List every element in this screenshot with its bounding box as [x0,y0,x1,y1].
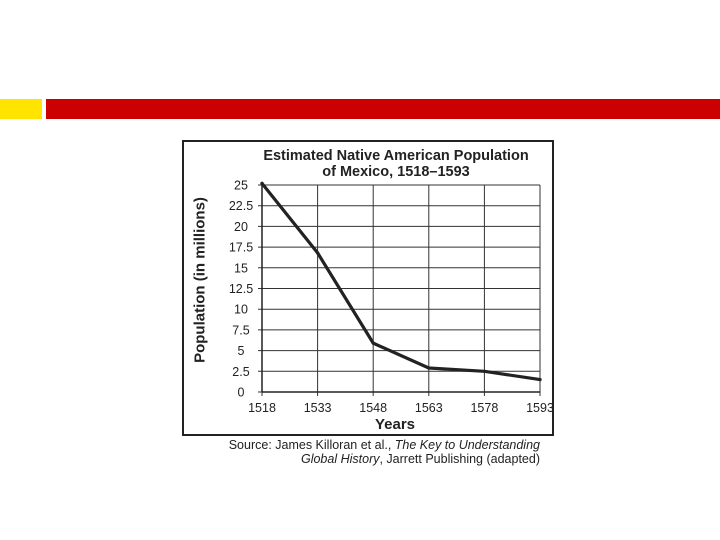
source-prefix: Source: James Killoran et al., [228,438,395,452]
y-tick-label: 25 [234,179,248,193]
y-tick-label: 20 [234,220,248,234]
series-line [260,181,542,382]
x-axis-label: Years [375,416,415,433]
y-tick-label: 0 [238,386,245,400]
grid-layer [258,184,541,396]
y-tick-label: 15 [234,261,248,275]
y-tick-label: 12.5 [229,282,253,296]
y-tick-label: 7.5 [232,323,249,337]
accent-band-yellow [0,99,42,119]
x-tick-label: 1533 [304,401,332,415]
source-citation: Source: James Killoran et al., The Key t… [200,438,540,466]
x-tick-label: 1548 [359,401,387,415]
x-tick-label: 1518 [248,401,276,415]
chart-title-line2: of Mexico, 1518–1593 [322,164,470,180]
y-tick-label: 2.5 [232,365,249,379]
source-line-1: Source: James Killoran et al., The Key t… [200,438,540,452]
chart-title: Estimated Native American Population of … [246,148,546,180]
series-layer [260,181,542,382]
x-tick-label: 1578 [470,401,498,415]
source-suffix: , Jarrett Publishing (adapted) [379,452,540,466]
data-point [427,366,431,370]
x-tick-label: 1563 [415,401,443,415]
data-point [316,251,320,255]
y-tick-label: 5 [238,344,245,358]
y-tick-label: 17.5 [229,241,253,255]
accent-band-red [46,99,720,119]
chart-title-line1: Estimated Native American Population [263,148,529,164]
data-point [371,341,375,345]
data-point [260,181,264,185]
y-tick-label: 10 [234,303,248,317]
source-book-title-part2: Global History [300,452,380,466]
source-line-2: Global History, Jarrett Publishing (adap… [200,452,540,466]
source-book-title-part1: The Key to Understanding [394,438,540,452]
data-point [482,369,486,373]
y-tick-label: 22.5 [229,199,253,213]
data-point [538,377,542,382]
x-tick-label: 1593 [526,401,554,415]
